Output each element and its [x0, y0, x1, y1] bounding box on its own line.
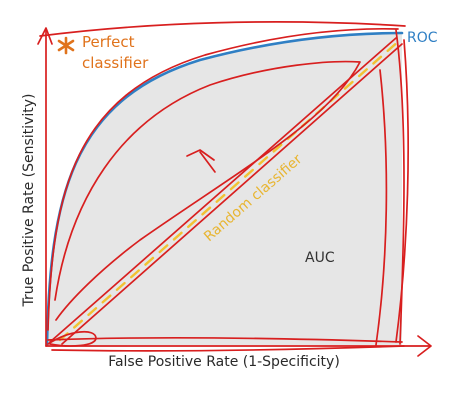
direction-arrow-icon — [186, 149, 215, 161]
x-axis-arrowhead — [417, 335, 432, 357]
y-axis-arrowhead — [37, 27, 53, 45]
bottom-stroke-1 — [47, 336, 403, 343]
red-sketch-annotations — [37, 21, 432, 357]
inner-loop-stroke — [54, 60, 361, 321]
diagonal-stroke-2 — [61, 43, 403, 345]
x-axis-label: False Positive Rate (1-Specificity) — [108, 354, 340, 370]
diagonal-stroke-1 — [49, 37, 397, 343]
right-stroke-3 — [375, 69, 388, 346]
bottom-left-loop — [47, 330, 97, 347]
asterisk-icon — [57, 36, 75, 55]
y-axis-label: True Positive Rate (Sensitivity) — [21, 94, 37, 308]
top-stroke — [39, 21, 406, 37]
roc-outline-stroke — [47, 27, 399, 331]
right-stroke-1 — [395, 29, 405, 345]
roc-label: ROC — [407, 30, 438, 46]
auc-label: AUC — [305, 250, 335, 266]
bottom-stroke-2 — [51, 345, 405, 352]
perfect-classifier-label-line1: Perfect — [82, 33, 135, 51]
direction-arrow-shaft — [199, 151, 216, 173]
perfect-classifier-label-line2: classifier — [82, 54, 149, 72]
right-stroke-2 — [395, 39, 409, 343]
random-classifier-line — [58, 38, 402, 342]
